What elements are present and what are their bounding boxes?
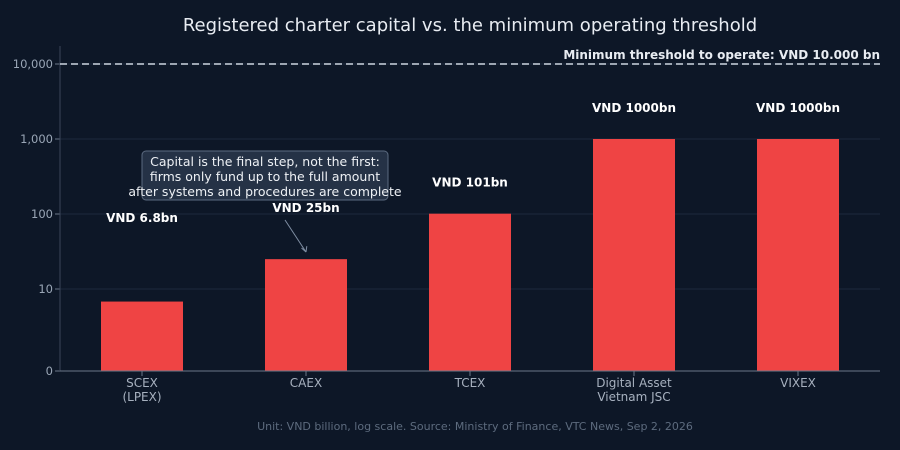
bar-tcex — [429, 213, 511, 371]
x-tick-label: CAEX — [290, 376, 322, 390]
axes: 0 10 100 1,000 10,000 SCEX (LPEX) CAEX TCEX Digit… — [13, 46, 880, 404]
bar-vixex — [757, 139, 839, 371]
y-tick-label: 0 — [46, 364, 53, 378]
x-tick-label: TCEX — [454, 376, 486, 390]
bar-scex — [101, 301, 183, 371]
annotation-arrowhead — [301, 246, 308, 253]
y-tick-label: 10,000 — [13, 57, 53, 71]
threshold-reference: Minimum threshold to operate: VND 10.000… — [60, 48, 880, 65]
x-tick-label: VIXEX — [780, 376, 816, 390]
chart-title: Registered charter capital vs. the minim… — [183, 15, 757, 36]
y-tick-label: 1,000 — [20, 132, 53, 146]
y-tick-label: 10 — [38, 282, 53, 296]
footnote: Unit: VND billion, log scale. Source: Mi… — [257, 420, 693, 433]
bars: VND 6.8bn VND 25bn VND 101bn VND 1000bn VND … — [101, 101, 840, 371]
data-label: VND 1000bn — [592, 101, 676, 115]
data-label: VND 6.8bn — [106, 211, 178, 225]
threshold-label: Minimum threshold to operate: VND 10.000… — [563, 48, 880, 62]
data-label: VND 1000bn — [756, 101, 840, 115]
y-tick-label: 100 — [31, 207, 53, 221]
data-label: VND 25bn — [272, 201, 339, 215]
bar-caex — [265, 259, 347, 371]
data-label: VND 101bn — [432, 176, 508, 190]
x-tick-label: SCEX (LPEX) — [122, 376, 161, 404]
annotation-box — [141, 150, 389, 201]
annotation-text: Capital is the final step, not the first… — [128, 154, 402, 199]
annotation-arrow — [284, 219, 307, 253]
annotation: Capital is the final step, not the first… — [128, 150, 402, 253]
bar-digital-asset — [593, 139, 675, 371]
x-tick-label: Digital Asset Vietnam JSC — [596, 376, 672, 404]
